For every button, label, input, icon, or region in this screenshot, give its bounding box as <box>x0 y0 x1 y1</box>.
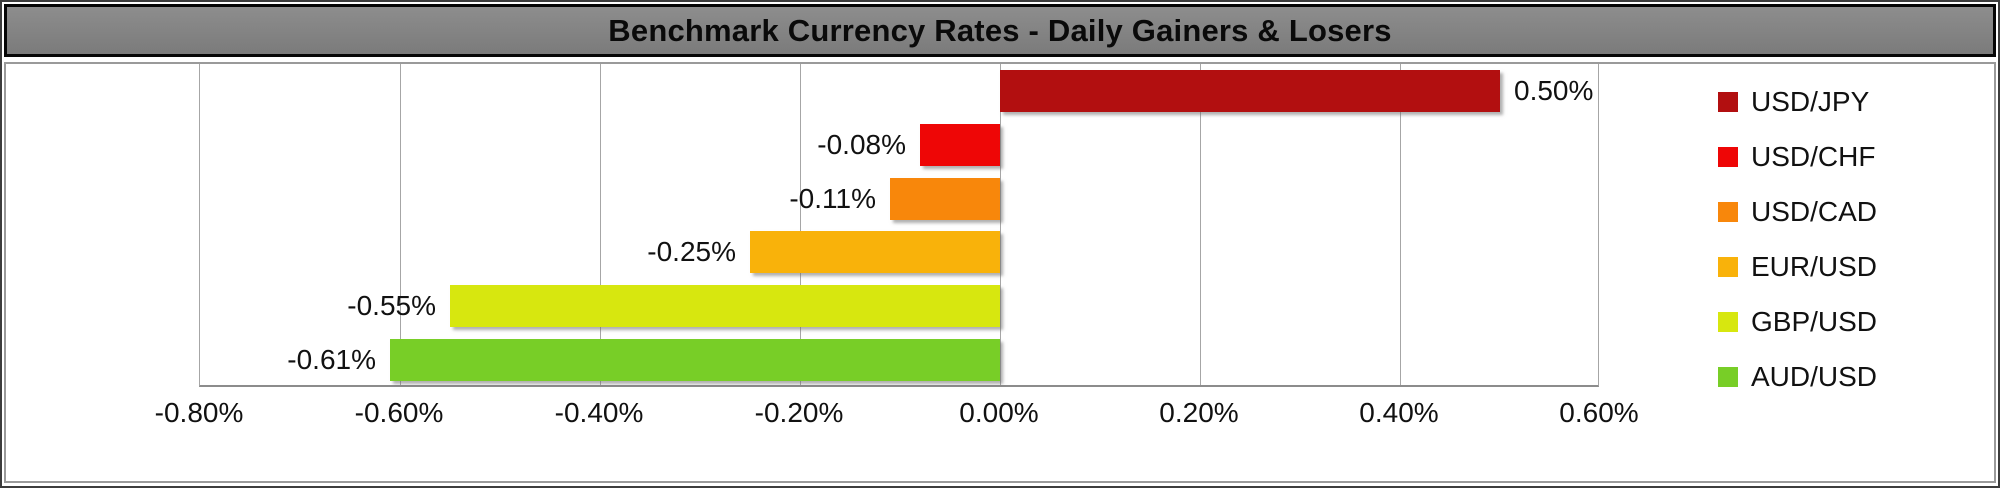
legend-label: USD/CAD <box>1751 195 1878 227</box>
bar-gbp-usd <box>450 285 1000 328</box>
x-tick-label: -0.80% <box>154 397 244 428</box>
x-tick-label: -0.40% <box>554 397 644 428</box>
legend-item-usd-chf: USD/CHF <box>1718 129 1958 184</box>
data-label-eur-usd: -0.25% <box>647 236 736 268</box>
legend-label: USD/CHF <box>1751 140 1876 172</box>
bar-aud-usd <box>390 339 1000 382</box>
x-tick-label: 0.00% <box>959 397 1039 428</box>
bar-usd-cad <box>890 177 1000 220</box>
data-label-usd-chf: -0.08% <box>817 128 906 160</box>
gridline--0.40% <box>600 64 601 385</box>
bar-usd-jpy <box>1000 69 1500 112</box>
plot-area: 0.50% -0.08% -0.11% -0.25% -0.55% -0.61% <box>199 64 1599 387</box>
legend-swatch-icon <box>1718 146 1738 167</box>
legend-swatch-icon <box>1718 311 1738 332</box>
legend-swatch-icon <box>1718 201 1738 222</box>
gridline--0.60% <box>400 64 401 385</box>
data-label-gbp-usd: -0.55% <box>347 290 436 322</box>
chart-title: Benchmark Currency Rates - Daily Gainers… <box>608 12 1392 48</box>
gridline-0.20% <box>1200 64 1201 385</box>
legend-swatch-icon <box>1718 256 1738 277</box>
legend-item-gbp-usd: GBP/USD <box>1718 294 1958 349</box>
x-axis: -0.80% -0.60% -0.40% -0.20% 0.00% 0.20% 0.40% 0… <box>155 396 1639 432</box>
legend-label: AUD/USD <box>1751 360 1878 392</box>
gridline-0.00% <box>1000 64 1001 385</box>
legend-label: GBP/USD <box>1751 305 1878 337</box>
data-label-usd-cad: -0.11% <box>789 182 876 214</box>
legend-item-usd-jpy: USD/JPY <box>1718 74 1958 129</box>
x-tick-label: -0.60% <box>354 397 444 428</box>
bar-usd-chf <box>920 123 1000 166</box>
x-tick-label: 0.20% <box>1159 397 1239 428</box>
chart-title-bar: Benchmark Currency Rates - Daily Gainers… <box>4 4 1996 57</box>
legend-item-aud-usd: AUD/USD <box>1718 349 1958 404</box>
data-label-aud-usd: -0.61% <box>287 344 376 376</box>
x-tick-label: 0.40% <box>1359 397 1439 428</box>
data-label-usd-jpy: 0.50% <box>1514 74 1594 106</box>
legend-label: EUR/USD <box>1751 250 1878 282</box>
legend-label: USD/JPY <box>1751 85 1870 117</box>
legend-item-eur-usd: EUR/USD <box>1718 239 1958 294</box>
x-tick-label: -0.20% <box>754 397 844 428</box>
gridline--0.20% <box>800 64 801 385</box>
legend-swatch-icon <box>1718 91 1738 112</box>
bar-eur-usd <box>750 231 1000 274</box>
legend: USD/JPY USD/CHF USD/CAD EUR/USD GBP/USD AUD/U… <box>1718 74 1958 404</box>
gridline-0.40% <box>1400 64 1401 385</box>
legend-swatch-icon <box>1718 366 1738 387</box>
legend-item-usd-cad: USD/CAD <box>1718 184 1958 239</box>
x-tick-label: 0.60% <box>1559 397 1639 428</box>
